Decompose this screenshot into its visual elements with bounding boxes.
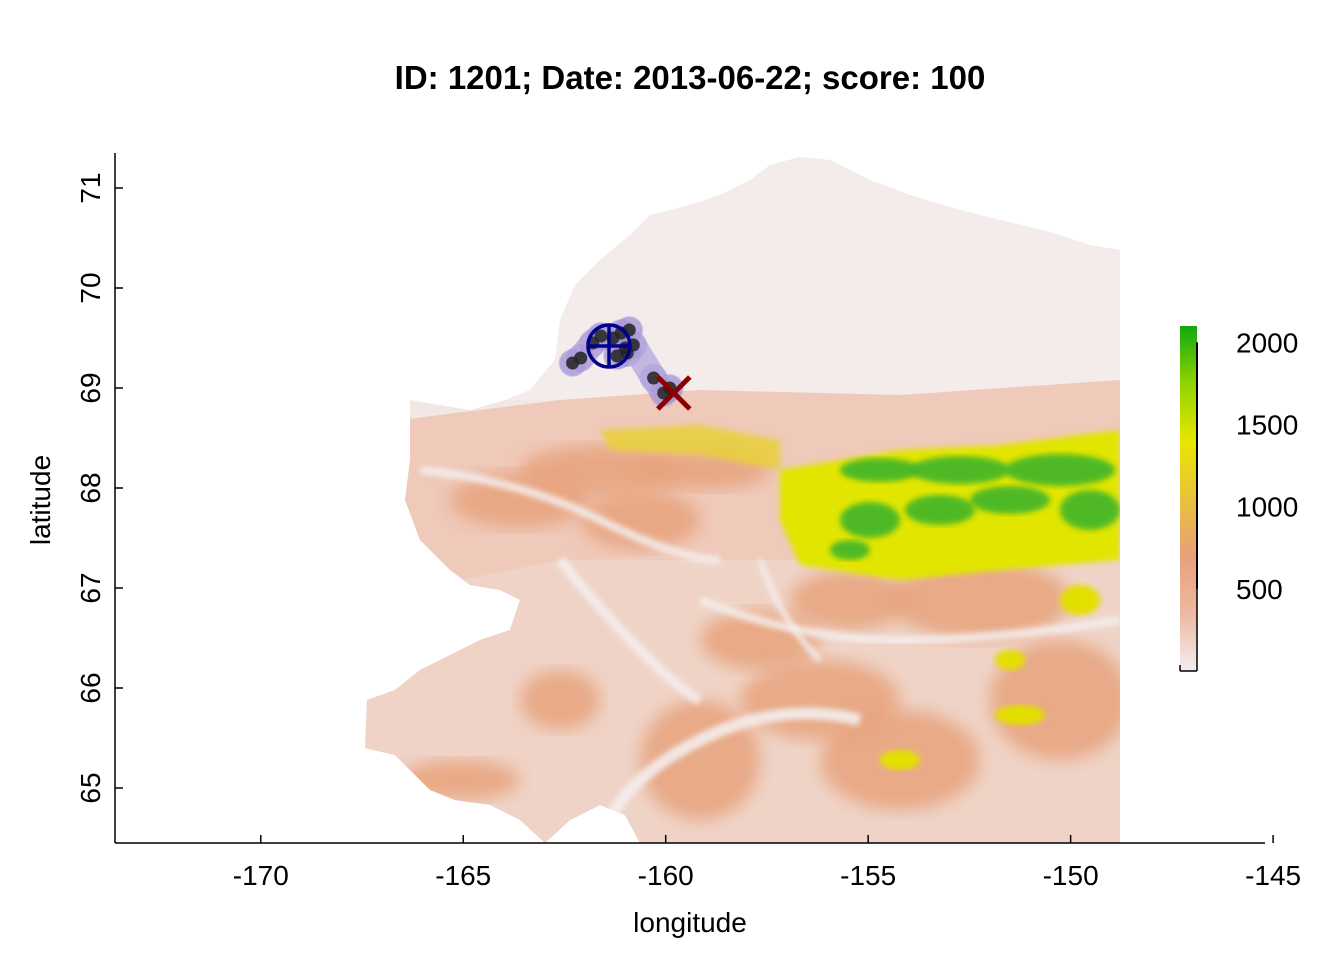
river-valley [556,556,703,705]
river-valley [419,466,721,564]
orange-highland [580,490,700,550]
high-peaks-green [840,458,920,482]
legend-tick-label: 500 [1236,574,1283,605]
cross-marker-b [656,375,692,411]
legend-tick-label: 1000 [1236,492,1298,523]
yellow-patch [995,705,1045,725]
x-tick-label: -170 [233,860,289,891]
yellow-patch [880,750,920,770]
x-tick-label: -150 [1043,860,1099,891]
x-tick-label: -145 [1245,860,1301,891]
high-peaks-green [905,495,975,525]
y-tick-label: 66 [75,672,106,703]
elevation-bands [365,157,1120,843]
elevation-legend: 500 1000 1500 2000 [1179,326,1298,672]
legend-tick-label: 2000 [1236,327,1298,358]
coastal-plain [365,157,1120,400]
axes: -170 -165 -160 -155 -150 -145 65 66 67 68 69 70 71 [75,153,1301,891]
track-overlay [558,316,692,411]
y-tick-label: 71 [75,172,106,203]
x-tick-label: -165 [435,860,491,891]
river-valley [757,559,823,663]
orange-highland [400,760,520,800]
orange-highland [790,570,910,630]
legend-colorbar [1180,326,1197,671]
river-valley [594,707,862,842]
western-range-yellow [600,425,780,470]
yellow-patch [995,650,1025,670]
legend-tick-label: 1500 [1236,410,1298,441]
location-point [594,329,608,343]
orange-highland [990,640,1120,760]
x-tick-label: -160 [638,860,694,891]
location-point [647,371,661,385]
high-peaks-green [840,502,900,538]
high-peaks-green [1005,454,1115,486]
y-axis-label: latitude [25,455,56,545]
location-point [610,349,624,363]
y-tick-label: 68 [75,472,106,503]
high-peaks-green [830,540,870,560]
y-tick-label: 69 [75,372,106,403]
high-peaks-green [910,456,1010,484]
orange-highland [520,670,600,730]
yellow-patch [1060,585,1100,615]
high-peaks-green [970,486,1050,514]
y-tick-label: 67 [75,572,106,603]
high-peaks-green [1060,490,1120,530]
x-tick-label: -155 [840,860,896,891]
y-tick-label: 65 [75,772,106,803]
y-tick-label: 70 [75,272,106,303]
x-axis-label: longitude [633,907,747,938]
orange-highland [890,560,1070,640]
orange-highland [520,445,680,495]
terrain-raster [365,157,1120,843]
chart-title: ID: 1201; Date: 2013-06-22; score: 100 [395,59,986,96]
location-point [574,351,588,365]
river-valley [698,596,1120,645]
